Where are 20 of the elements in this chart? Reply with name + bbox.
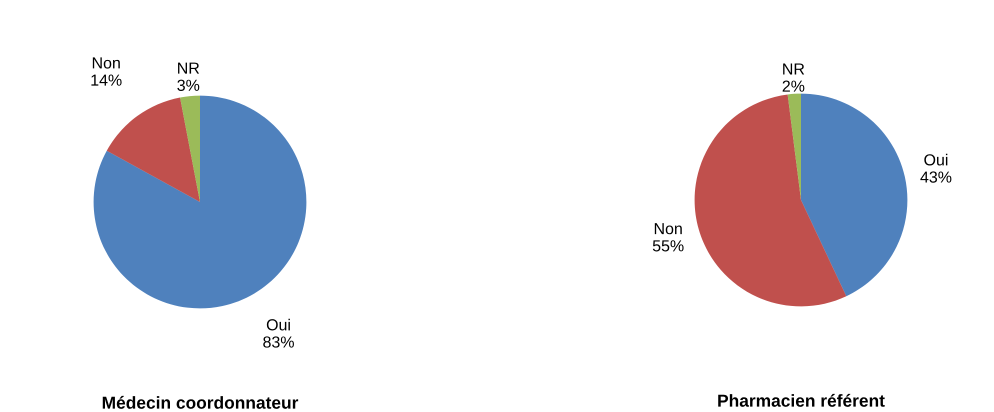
- data-label: 14%: [91, 74, 122, 86]
- text: Pharmacien référent: [718, 394, 885, 407]
- slice-label: Oui: [266, 318, 290, 330]
- text: Médecin coordonnateur: [102, 396, 298, 409]
- pie-slice: [788, 94, 801, 200]
- slice-label: NR: [178, 62, 200, 74]
- slice-label: Non: [92, 57, 120, 69]
- pie-slice: [106, 97, 200, 202]
- data-label: 83%: [263, 336, 294, 348]
- data-label: 55%: [652, 240, 684, 252]
- slice-label: Non: [654, 223, 682, 234]
- pie-slice: [801, 94, 908, 296]
- slice-label: Oui: [924, 154, 948, 166]
- pie-slice: [94, 96, 306, 308]
- pie-slice: [180, 96, 200, 202]
- pie-slice: [694, 94, 846, 306]
- slice-label: NR: [783, 63, 804, 74]
- data-label: 2%: [782, 80, 804, 92]
- data-label: 3%: [177, 80, 200, 91]
- data-label: 43%: [920, 171, 952, 183]
